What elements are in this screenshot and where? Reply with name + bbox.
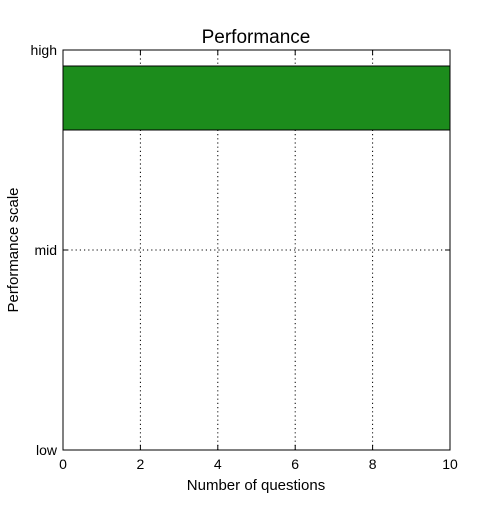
ticks: 0 2 4 6 8 10 low mid high (31, 42, 458, 472)
x-tick-label: 10 (442, 456, 458, 472)
y-axis-title: Performance scale (5, 187, 22, 312)
chart-title: Performance (202, 27, 311, 48)
x-tick-label: 6 (291, 456, 299, 472)
bars (62, 65, 451, 131)
x-tick-label: 4 (214, 456, 222, 472)
y-tick-label: high (31, 42, 57, 58)
bar-high (62, 65, 451, 131)
x-tick-label: 2 (137, 456, 145, 472)
y-tick-label: mid (34, 242, 57, 258)
y-tick-label: low (36, 442, 58, 458)
x-axis-title: Number of questions (187, 477, 325, 494)
x-tick-label: 8 (369, 456, 377, 472)
x-tick-label: 0 (59, 456, 67, 472)
